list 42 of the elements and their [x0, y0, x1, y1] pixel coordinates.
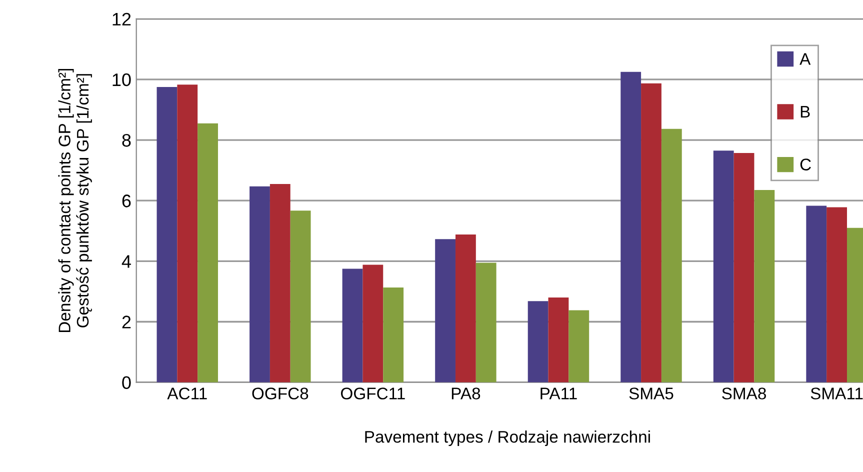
bar: [713, 150, 734, 382]
bar: [290, 210, 311, 382]
bar: [641, 83, 662, 382]
x-tick-label: OGFC11: [340, 388, 405, 400]
bar: [620, 72, 642, 382]
bar: [435, 239, 456, 382]
x-tick-label: SMA5: [629, 388, 674, 400]
x-axis-title: Pavement types / Rodzaje nawierzchni: [365, 430, 650, 446]
x-tick-label: AC11: [167, 388, 207, 400]
bar: [548, 298, 569, 382]
y-tick-label: 6: [122, 194, 131, 208]
x-tick-label: SMA8: [722, 388, 766, 400]
bar: [734, 153, 754, 382]
y-tick-label: 4: [122, 255, 131, 268]
bar: [383, 288, 404, 382]
bar: [476, 262, 496, 382]
y-tick-label: 10: [112, 73, 131, 86]
bar: [198, 123, 218, 382]
y-tick-label: 8: [122, 134, 131, 147]
bar: [528, 301, 548, 382]
y-tick-label: 0: [122, 376, 131, 390]
bar: [455, 234, 476, 382]
bar: [177, 84, 198, 382]
bar: [568, 310, 590, 382]
y-tick-label: 2: [122, 316, 131, 328]
legend-label: A: [800, 53, 811, 65]
legend-label: C: [800, 158, 811, 170]
y-axis-title: Density of contact points GP [1/cm²] Gęstość punktów styku GP [1/cm²]: [58, 69, 92, 332]
bar: [270, 184, 290, 382]
legend-label: B: [800, 106, 810, 118]
bar: [661, 128, 682, 382]
x-tick-label: PA11: [540, 388, 577, 400]
y-tick-label: 12: [112, 12, 131, 26]
bar: [156, 87, 178, 382]
bar: [342, 268, 363, 382]
x-tick-label: OGFC8: [252, 388, 308, 400]
bar: [806, 206, 827, 382]
bar: [362, 264, 384, 382]
bar: [754, 190, 775, 382]
x-tick-label: SMA11: [810, 388, 863, 400]
bar: [250, 186, 270, 382]
x-tick-label: PA8: [452, 388, 480, 400]
